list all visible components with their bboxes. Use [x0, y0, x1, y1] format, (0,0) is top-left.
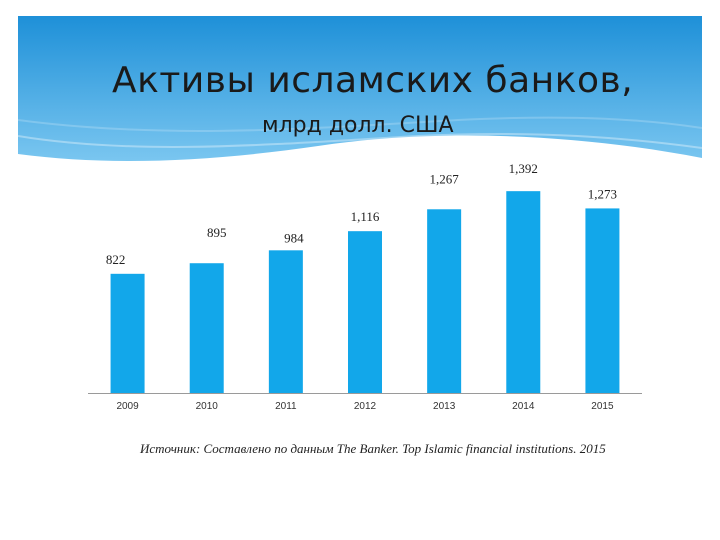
- x-tick-label-2009: 2009: [116, 401, 139, 412]
- value-label-2009: 822: [106, 252, 126, 267]
- slide-subtitle: млрд долл. США: [262, 113, 454, 138]
- bar-2014: [506, 191, 541, 393]
- value-label-2010: 895: [207, 225, 227, 240]
- x-tick-label-2013: 2013: [433, 401, 456, 412]
- header-background: [18, 16, 702, 161]
- slide-title: Активы исламских банков,: [112, 60, 634, 101]
- value-label-2011: 984: [284, 230, 304, 245]
- bar-2013: [427, 209, 462, 393]
- value-label-2014: 1,392: [509, 161, 538, 176]
- chart-bars: [110, 191, 620, 393]
- value-label-2012: 1,116: [351, 209, 380, 224]
- chart-value-labels: 822 895 984 1,116 1,267 1,392 1,273: [106, 161, 617, 267]
- header-wave-highlight-2: [18, 116, 702, 132]
- value-label-2013: 1,267: [430, 171, 460, 186]
- slide-header: [18, 16, 702, 176]
- bar-2012: [348, 231, 382, 393]
- source-note: Источник: Составлено по данным The Banke…: [140, 441, 606, 456]
- header-wave: [18, 16, 702, 161]
- bar-2009: [110, 273, 145, 393]
- header-wave-highlight: [18, 132, 702, 149]
- chart-tick-labels: 2009 2010 2011 2012 2013 2014 2015: [116, 401, 614, 412]
- x-tick-label-2014: 2014: [512, 401, 535, 412]
- x-tick-label-2012: 2012: [354, 401, 377, 412]
- bar-2015: [585, 208, 620, 393]
- x-tick-label-2010: 2010: [196, 401, 219, 412]
- bar-2011: [268, 250, 303, 393]
- value-label-2015: 1,273: [588, 186, 617, 201]
- bar-2010: [189, 263, 224, 393]
- x-tick-label-2015: 2015: [591, 401, 614, 412]
- x-tick-label-2011: 2011: [275, 401, 297, 412]
